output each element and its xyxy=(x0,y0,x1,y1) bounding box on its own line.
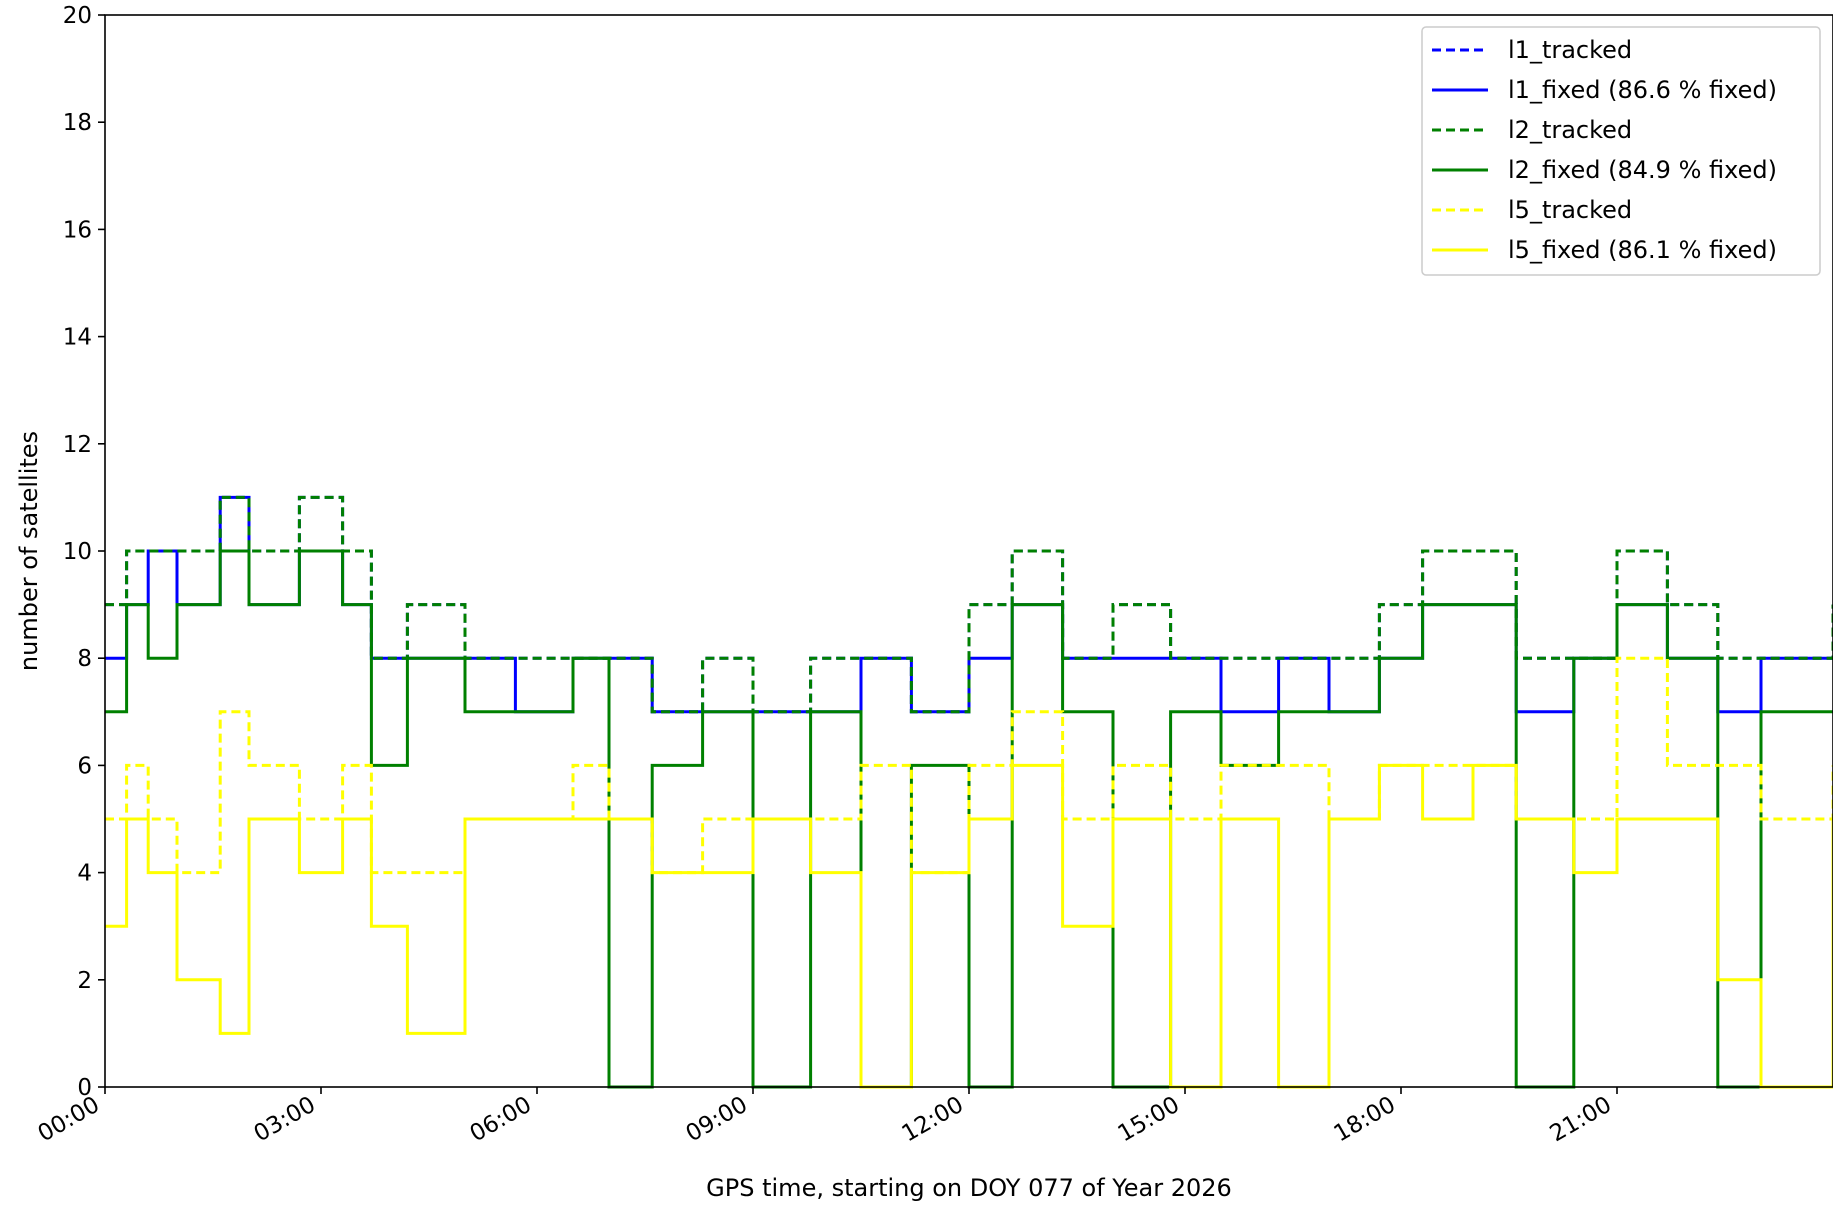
y-axis-title: number of satellites xyxy=(15,431,43,671)
legend-label: l1_fixed (86.6 % fixed) xyxy=(1508,76,1777,104)
y-tick-label: 4 xyxy=(77,861,92,887)
series-layer xyxy=(105,495,1833,1089)
y-tick-label: 12 xyxy=(63,432,92,458)
legend: l1_tracked l1_fixed (86.6 % fixed) l2_trac… xyxy=(1421,26,1821,276)
legend-box xyxy=(1421,26,1821,276)
y-tick-label: 8 xyxy=(77,646,92,672)
legend-label: l5_tracked xyxy=(1508,196,1632,224)
y-tick-label: 2 xyxy=(77,968,92,994)
series-line-2 xyxy=(105,495,1833,714)
y-axis: 0 2 4 6 8 10 12 14 16 18 20 xyxy=(63,3,105,1101)
series-line-5 xyxy=(105,763,1833,1089)
y-tick-label: 18 xyxy=(63,110,92,136)
x-tick-label: 06:00 xyxy=(466,1092,536,1148)
x-tick-label: 00:00 xyxy=(34,1092,104,1148)
y-tick-label: 10 xyxy=(63,539,92,565)
x-tick-label: 09:00 xyxy=(682,1092,752,1148)
x-tick-label: 21:00 xyxy=(1546,1092,1616,1148)
legend-label: l2_fixed (84.9 % fixed) xyxy=(1508,156,1777,184)
x-tick-label: 18:00 xyxy=(1330,1092,1400,1148)
x-tick-label: 12:00 xyxy=(898,1092,968,1148)
y-tick-label: 20 xyxy=(63,3,92,29)
x-tick-label: 15:00 xyxy=(1114,1092,1184,1148)
y-tick-label: 14 xyxy=(63,325,92,351)
x-axis: 00:00 03:00 06:00 09:00 12:00 15:00 18:00 21:00 xyxy=(34,1087,1618,1148)
y-tick-label: 0 xyxy=(77,1075,92,1101)
legend-label: l5_fixed (86.1 % fixed) xyxy=(1508,236,1777,264)
y-tick-label: 6 xyxy=(77,753,92,779)
x-tick-label: 03:00 xyxy=(250,1092,320,1148)
legend-label: l2_tracked xyxy=(1508,116,1632,144)
x-axis-title: GPS time, starting on DOY 077 of Year 20… xyxy=(706,1174,1232,1202)
y-tick-label: 16 xyxy=(63,217,92,243)
legend-label: l1_tracked xyxy=(1508,36,1632,64)
